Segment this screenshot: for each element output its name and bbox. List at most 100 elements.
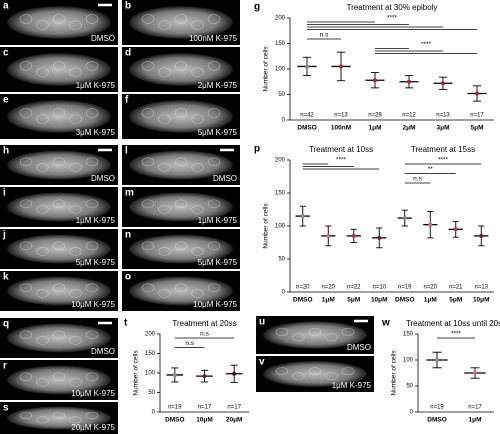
mean-dot bbox=[172, 372, 177, 377]
cell-texture bbox=[69, 205, 82, 214]
cell-texture bbox=[174, 241, 188, 251]
embryo bbox=[129, 150, 233, 180]
mean-dot bbox=[441, 81, 445, 86]
significance-label: **** bbox=[421, 41, 432, 48]
mean-dot bbox=[300, 214, 305, 219]
embryo bbox=[7, 6, 111, 39]
cell-texture bbox=[191, 289, 204, 298]
x-tick-label: 1μM bbox=[468, 417, 481, 424]
n-label: n=17 bbox=[198, 405, 212, 411]
embryo bbox=[7, 365, 111, 395]
panel-letter: f bbox=[125, 95, 129, 106]
cell-texture bbox=[19, 157, 33, 167]
panel-letter: v bbox=[259, 357, 265, 368]
cell-texture bbox=[158, 289, 171, 298]
y-tick-label: 100 bbox=[403, 358, 414, 364]
y-tick-label: 50 bbox=[278, 92, 285, 98]
panel-letter: h bbox=[3, 146, 9, 157]
image-label: 10μM K-975 bbox=[193, 300, 237, 309]
x-tick-label: 5μM bbox=[449, 297, 462, 304]
x-tick-label: 2μM bbox=[402, 125, 415, 132]
cell-texture bbox=[292, 372, 305, 381]
image-label: DMSO bbox=[91, 174, 115, 183]
cell-texture bbox=[207, 14, 221, 24]
panel-letter: p bbox=[254, 144, 260, 155]
embryo bbox=[7, 323, 111, 353]
mean-dot bbox=[453, 227, 458, 232]
image-label: 1μM K-975 bbox=[76, 216, 116, 225]
y-tick-label: 200 bbox=[145, 332, 156, 338]
cell-texture bbox=[85, 241, 99, 251]
cell-texture bbox=[36, 416, 49, 424]
image-label: DMSO bbox=[91, 34, 115, 43]
significance-label: n.s bbox=[320, 32, 329, 39]
n-label: n=29 bbox=[368, 113, 382, 119]
embryo bbox=[129, 192, 233, 222]
significance-label: n.s bbox=[185, 340, 194, 347]
n-label: n=21 bbox=[449, 285, 463, 291]
cell-texture bbox=[19, 241, 33, 251]
n-label: n=19 bbox=[398, 285, 412, 291]
mean-dot bbox=[305, 64, 309, 69]
panel-letter: b bbox=[125, 1, 131, 12]
chart-title: Treatment at 10ss until 20ss bbox=[406, 319, 500, 328]
embryo bbox=[7, 150, 111, 180]
x-tick-label: DMSO bbox=[297, 125, 317, 132]
cell-texture bbox=[36, 378, 49, 387]
image-label: 5μM K-975 bbox=[198, 258, 238, 267]
mean-dot bbox=[326, 233, 331, 238]
mean-dot bbox=[377, 235, 382, 240]
significance-label: n.s bbox=[413, 176, 422, 183]
cell-texture bbox=[174, 283, 188, 293]
image-label: 1μM K-975 bbox=[198, 216, 238, 225]
cell-texture bbox=[207, 199, 221, 209]
x-tick-label: 3μM bbox=[436, 125, 449, 132]
cell-texture bbox=[85, 61, 99, 71]
chart-title: Treatment at 30% epiboly bbox=[347, 3, 438, 12]
panel-letter: s bbox=[3, 403, 9, 414]
x-tick-label: 1μM bbox=[424, 297, 437, 304]
embryo bbox=[129, 234, 233, 264]
cell-texture bbox=[69, 416, 82, 424]
cell-texture bbox=[19, 14, 33, 24]
x-tick-label: DMSO bbox=[165, 417, 185, 424]
cell-texture bbox=[36, 20, 49, 31]
n-label: n=10 bbox=[372, 285, 386, 291]
cell-texture bbox=[174, 199, 188, 209]
cell-texture bbox=[52, 61, 66, 71]
cell-texture bbox=[141, 61, 155, 71]
cell-texture bbox=[19, 283, 33, 293]
cell-texture bbox=[69, 163, 82, 172]
cell-texture bbox=[69, 289, 82, 298]
mean-dot bbox=[407, 79, 411, 84]
embryo bbox=[7, 192, 111, 222]
cell-texture bbox=[36, 247, 49, 256]
n-label: n=17 bbox=[227, 405, 241, 411]
cell-texture bbox=[36, 289, 49, 298]
cell-texture bbox=[36, 205, 49, 214]
embryo bbox=[129, 100, 233, 133]
y-tick-label: 200 bbox=[275, 158, 286, 164]
y-tick-label: 0 bbox=[282, 118, 286, 124]
cell-texture bbox=[85, 411, 99, 419]
panel-letter: r bbox=[3, 361, 7, 372]
chart-title: Treatment at 15ss bbox=[411, 145, 475, 154]
embryo bbox=[129, 6, 233, 39]
x-tick-label: 10μM bbox=[371, 297, 388, 304]
cell-texture bbox=[69, 336, 82, 345]
cell-texture bbox=[191, 205, 204, 214]
cell-texture bbox=[52, 372, 66, 382]
panel-letter: t bbox=[124, 318, 128, 329]
cell-texture bbox=[69, 378, 82, 387]
panel-letter: j bbox=[2, 230, 6, 241]
cell-texture bbox=[158, 114, 171, 124]
y-tick-label: 150 bbox=[275, 191, 286, 197]
mean-dot bbox=[402, 216, 407, 221]
x-tick-label: DMSO bbox=[427, 417, 447, 424]
panel-letter: d bbox=[125, 48, 131, 59]
mean-dot bbox=[232, 371, 237, 376]
panel-letter: k bbox=[3, 272, 9, 283]
cell-texture bbox=[275, 327, 289, 337]
cell-texture bbox=[191, 247, 204, 256]
cell-texture bbox=[341, 367, 355, 376]
